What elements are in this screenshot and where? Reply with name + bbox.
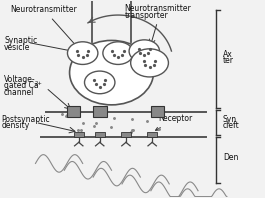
- FancyBboxPatch shape: [147, 132, 157, 137]
- Text: cleft: cleft: [223, 121, 240, 130]
- Text: Postsynaptic: Postsynaptic: [1, 115, 50, 124]
- Text: Voltage-: Voltage-: [4, 75, 36, 84]
- Text: 2+: 2+: [34, 81, 42, 86]
- Circle shape: [103, 42, 133, 64]
- Circle shape: [68, 42, 98, 64]
- FancyBboxPatch shape: [93, 106, 107, 117]
- Text: transporter: transporter: [125, 10, 168, 20]
- FancyBboxPatch shape: [95, 132, 105, 137]
- Ellipse shape: [70, 40, 153, 105]
- Text: ter: ter: [223, 56, 234, 65]
- Circle shape: [85, 71, 115, 94]
- FancyBboxPatch shape: [74, 132, 84, 137]
- Text: Syn: Syn: [223, 115, 237, 124]
- Text: Den: Den: [223, 153, 238, 162]
- Text: density: density: [1, 121, 30, 130]
- Text: Neurotransmitter: Neurotransmitter: [11, 5, 80, 50]
- Text: channel: channel: [4, 88, 34, 97]
- Text: vesicle: vesicle: [4, 43, 30, 52]
- FancyBboxPatch shape: [67, 106, 80, 117]
- Text: gated Ca: gated Ca: [4, 81, 39, 90]
- Text: Receptor: Receptor: [156, 114, 193, 130]
- Text: Synaptic: Synaptic: [4, 36, 37, 45]
- Text: Neurotransmitter: Neurotransmitter: [125, 4, 191, 13]
- Circle shape: [131, 49, 169, 77]
- FancyBboxPatch shape: [121, 132, 131, 137]
- FancyBboxPatch shape: [151, 106, 164, 117]
- Circle shape: [129, 40, 160, 63]
- Text: Ax: Ax: [223, 50, 233, 59]
